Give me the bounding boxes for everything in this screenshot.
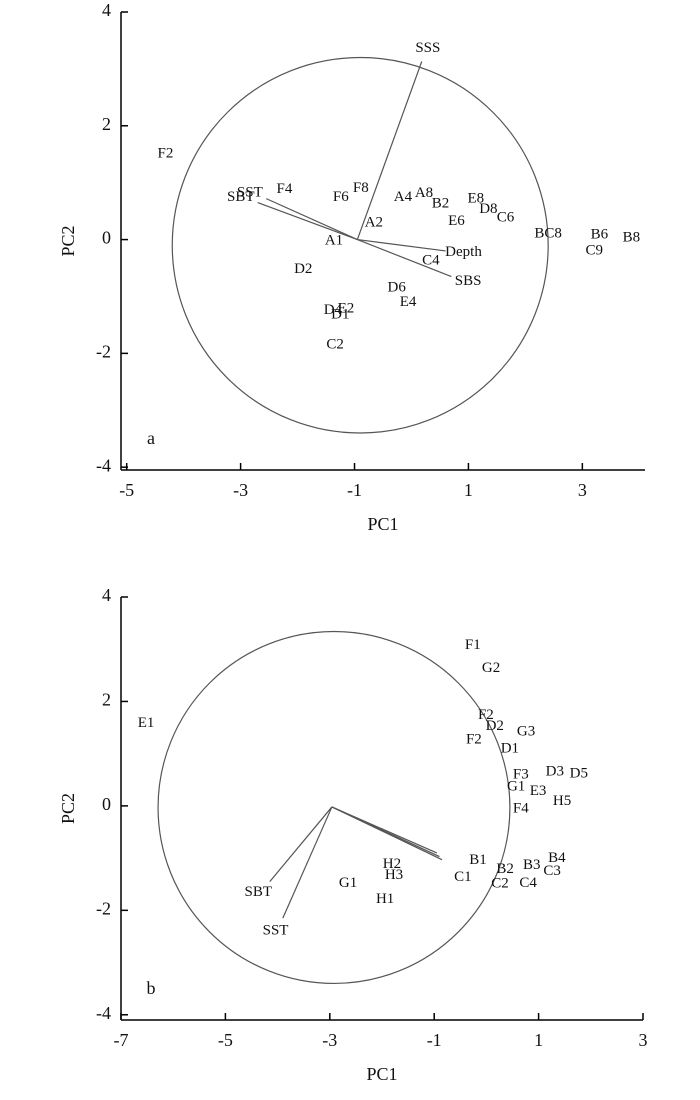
x-tick-label: -3 (233, 480, 248, 500)
point-label: B2 (496, 861, 514, 877)
x-tick-label: -1 (347, 480, 362, 500)
point-label: D2 (486, 718, 504, 734)
point-label: D8 (479, 201, 497, 217)
y-tick-label: -4 (96, 1003, 111, 1023)
point-label: C4 (519, 875, 537, 891)
point-label: B4 (548, 850, 566, 866)
point-label: B3 (523, 857, 541, 873)
y-axis-title: PC2 (58, 225, 78, 256)
point-label: C9 (586, 242, 604, 258)
y-tick-label: -2 (96, 341, 111, 361)
panel-label: b (147, 978, 156, 998)
vector-label: SBT (245, 884, 273, 900)
point-label: H1 (376, 891, 394, 907)
point-label: C3 (543, 863, 561, 879)
point-label: F2 (466, 732, 482, 748)
correlation-circle (157, 630, 511, 985)
point-label: H5 (553, 793, 571, 809)
x-axis-title: PC1 (367, 514, 398, 534)
x-tick-label: 1 (534, 1030, 543, 1050)
point-label: B2 (432, 196, 450, 212)
point-label: A2 (365, 215, 383, 231)
loading-vector (265, 198, 358, 241)
point-label: C6 (497, 209, 515, 225)
panel-label: a (147, 428, 155, 448)
loading-vector (257, 202, 358, 241)
x-axis-title: PC1 (366, 1064, 397, 1084)
y-tick-label: 0 (102, 794, 111, 814)
loading-vector (269, 806, 333, 882)
vector-label: SSS (415, 40, 440, 56)
point-label: E2 (338, 300, 355, 316)
point-label: G1 (507, 779, 525, 795)
point-label: E4 (400, 294, 417, 310)
y-tick-label: -2 (96, 898, 111, 918)
point-label: H2 (383, 856, 401, 872)
correlation-circle (171, 56, 549, 434)
vector-label: Depth (445, 244, 482, 260)
y-tick-label: 4 (102, 0, 111, 20)
point-label: D1 (331, 307, 349, 323)
point-label: F2 (158, 146, 174, 162)
point-label: C4 (422, 253, 440, 269)
loading-vector (357, 238, 446, 252)
point-label: E1 (138, 715, 155, 731)
point-label: E8 (468, 191, 485, 207)
point-label: D2 (294, 261, 312, 277)
point-label: A4 (394, 189, 413, 205)
point-label: B8 (623, 229, 641, 245)
point-label: F8 (353, 180, 369, 196)
loading-vector (357, 239, 452, 278)
point-label: G2 (482, 660, 500, 676)
x-tick-label: 1 (464, 480, 473, 500)
point-label: D3 (546, 763, 564, 779)
point-label: F3 (513, 767, 529, 783)
loading-vector (331, 806, 443, 861)
y-tick-label: 2 (102, 690, 111, 710)
point-label: F4 (277, 181, 293, 197)
y-tick-label: -4 (96, 455, 111, 475)
y-tick-label: 4 (102, 585, 111, 605)
point-label: F1 (465, 637, 481, 653)
y-axis-title: PC2 (58, 793, 78, 824)
point-label: E3 (530, 783, 547, 799)
x-tick-label: 3 (639, 1030, 648, 1050)
loading-vector (356, 61, 423, 240)
point-label: B1 (469, 852, 487, 868)
x-tick-label: -5 (119, 480, 134, 500)
x-tick-label: -1 (427, 1030, 442, 1050)
point-label: B6 (591, 226, 609, 242)
point-label: H3 (385, 867, 403, 883)
point-label: C2 (491, 876, 509, 892)
point-label: F2 (478, 707, 494, 723)
point-label: A8 (415, 185, 433, 201)
vector-label: SBS (455, 273, 482, 289)
point-label: C2 (326, 336, 344, 352)
point-label: D5 (570, 765, 588, 781)
point-label: F6 (333, 189, 349, 205)
point-label: BC8 (534, 225, 562, 241)
vector-label: SST (237, 184, 263, 200)
vector-label: SBT (227, 189, 255, 205)
x-tick-label: 3 (578, 480, 587, 500)
x-tick-label: -5 (218, 1030, 233, 1050)
loading-vector (282, 806, 333, 919)
vector-label: SST (263, 922, 289, 938)
point-label: F4 (513, 800, 529, 816)
point-label: D1 (501, 740, 519, 756)
point-label: G1 (339, 875, 357, 891)
point-label: D6 (387, 279, 406, 295)
y-tick-label: 0 (102, 228, 111, 248)
point-label: E6 (448, 213, 465, 229)
point-label: G3 (517, 724, 535, 740)
y-tick-label: 2 (102, 114, 111, 134)
point-label: A1 (325, 233, 343, 249)
point-label: D4 (324, 302, 343, 318)
x-tick-label: -7 (114, 1030, 129, 1050)
x-tick-label: -3 (322, 1030, 337, 1050)
point-label: C1 (454, 869, 472, 885)
